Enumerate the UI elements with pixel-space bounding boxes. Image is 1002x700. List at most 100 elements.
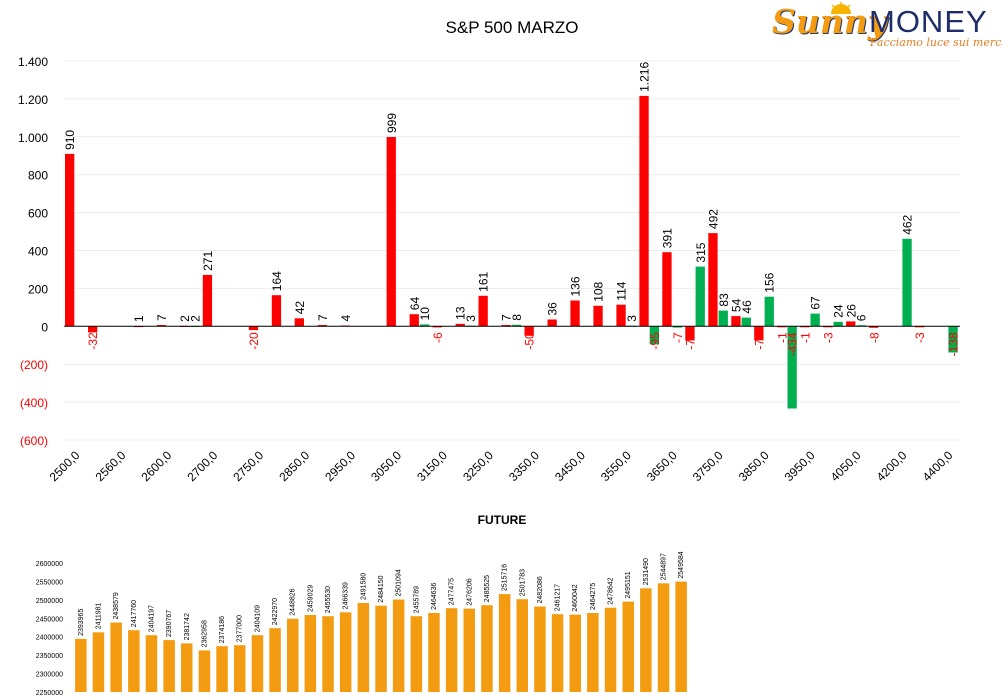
future-data-label: 2422970 [272,598,279,625]
future-bar [463,608,475,692]
data-label: 7 [316,314,330,321]
data-label: 156 [763,272,777,292]
future-bar [410,616,423,692]
future-data-label: 2544897 [661,553,668,580]
future-data-label: 2390767 [166,610,173,637]
future-bar [375,605,387,692]
future-bar [428,612,440,692]
logo-tagline: Facciamo luce sui mercati [870,36,1002,49]
bar [547,319,557,327]
future-bar [163,640,175,692]
data-label: -6 [431,332,445,343]
data-label: 1.216 [638,62,652,92]
x-tick-label: 3850,0 [736,448,772,484]
bar [511,324,522,327]
data-label: 3 [464,315,478,322]
y-tick-label: 400 [28,245,48,259]
x-tick-label: 3350,0 [506,448,542,484]
bar [432,326,442,328]
future-bar [110,622,122,692]
future-data-label: 2404109 [254,605,261,632]
bar [409,314,419,327]
bar [810,313,820,327]
bar [833,321,843,327]
y-tick-label: 200 [28,282,48,296]
future-bar [604,607,617,692]
bar [649,326,659,345]
future-data-label: 2501783 [519,569,526,596]
future-bar [534,606,546,692]
data-label: 8 [510,314,524,321]
data-label: 315 [694,242,708,262]
future-bar [145,635,158,692]
future-bar [675,581,687,692]
x-tick-label: 2560,0 [93,448,129,484]
y-tick-label: (400) [20,396,48,410]
future-bar [269,628,281,692]
future-data-label: 2459029 [307,585,314,612]
x-tick-label: 4400,0 [920,448,956,484]
bar [65,153,75,327]
bar [869,326,879,328]
x-tick-label: 2850,0 [276,448,312,484]
bar [593,305,603,327]
future-data-label: 2549584 [678,551,685,578]
data-label: 10 [418,307,432,321]
future-data-label: 2495151 [625,571,632,598]
future-data-label: 2374186 [219,616,226,643]
bar [202,274,213,327]
bar [156,325,167,327]
future-bar [339,612,352,692]
future-data-label: 2417760 [131,600,138,627]
future-data-label: 2501094 [396,569,403,596]
bar [420,324,430,327]
y-tick-label: 1.400 [18,55,48,69]
future-bar [234,645,246,692]
bar [754,326,764,341]
x-tick-label: 2700,0 [184,448,220,484]
data-label: 83 [717,293,731,307]
data-label: 2 [188,315,202,322]
future-data-label: 2448826 [290,588,297,615]
data-label: 7 [155,314,169,321]
data-label: 108 [592,281,606,301]
data-label: -75 [684,332,698,350]
data-label: 36 [546,302,560,316]
future-bar [92,632,105,692]
x-tick-label: 2750,0 [230,448,266,484]
data-label: 910 [63,130,77,150]
future-data-label: 2464636 [431,583,438,610]
bar [294,318,304,327]
data-label: -3 [821,332,835,343]
logo-word-money: MONEY [869,4,988,39]
x-tick-label: 3150,0 [414,448,450,484]
future-data-label: 2460042 [572,584,579,611]
data-label: 1 [132,315,146,322]
data-label: 271 [201,251,215,271]
future-y-tick-label: 2450000 [36,616,63,623]
bar [570,300,580,327]
future-data-label: 2455530 [325,586,332,613]
bar [948,326,958,353]
future-bar [516,599,528,692]
data-label: 42 [293,301,307,315]
future-title: FUTURE [478,513,527,527]
data-label: -1 [798,332,812,343]
bar [695,266,705,327]
bar [386,137,396,327]
future-data-label: 2411981 [96,602,103,629]
data-label: 67 [809,296,823,310]
bar [764,296,774,327]
data-label: 26 [844,304,858,318]
future-bar [322,616,334,692]
x-tick-label: 3050,0 [368,448,404,484]
bar [317,325,327,327]
future-data-label: 2461217 [555,584,562,611]
data-label: 161 [477,271,491,291]
future-bar [181,643,193,692]
bar [902,238,912,327]
bar [718,310,728,327]
future-y-tick-label: 2550000 [36,579,63,586]
bar [88,326,98,333]
future-bar [304,615,317,692]
